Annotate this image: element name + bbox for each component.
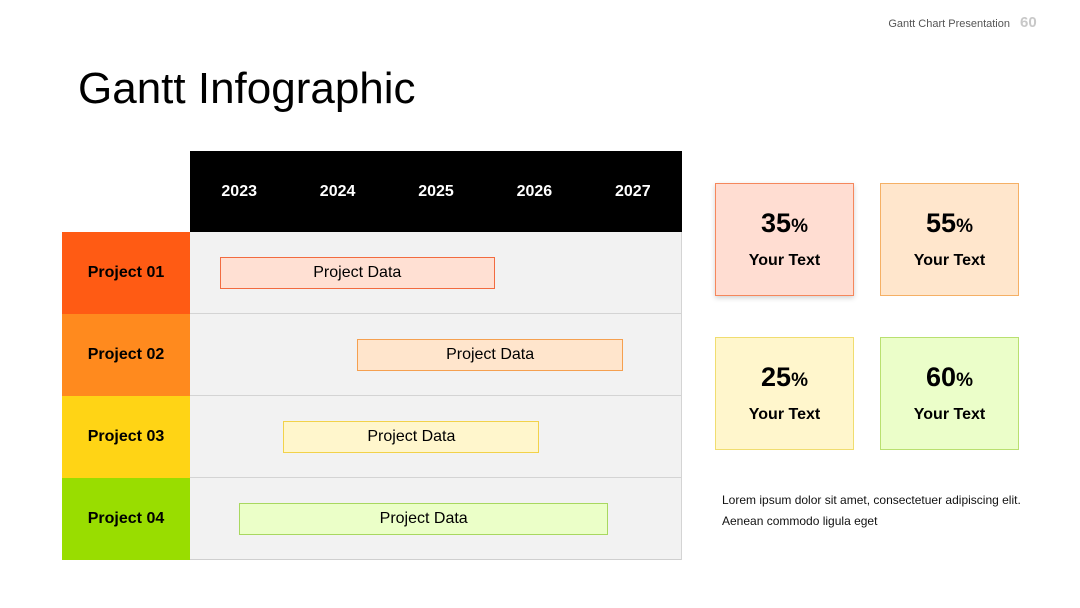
gantt-chart-body: Project Data Project Data Project Data Proj…	[190, 232, 682, 560]
year-label-2023: 2023	[221, 183, 257, 200]
stat-number: 60	[926, 362, 957, 392]
page-number: 60	[1020, 14, 1037, 31]
stat-unit: %	[791, 370, 808, 391]
stat-unit: %	[956, 216, 973, 237]
stat-value: 55%	[881, 208, 1018, 239]
gantt-bar-1: Project Data	[219, 257, 496, 289]
year-label-2024: 2024	[319, 183, 356, 200]
stat-label: Your Text	[913, 406, 986, 423]
stat-card-2: 55% Your Text	[880, 183, 1019, 296]
project-label-1: Project 01	[62, 232, 190, 314]
stat-unit: %	[791, 216, 808, 237]
stat-label: Your Text	[748, 406, 821, 423]
slide-title: Gantt Infographic	[78, 64, 416, 113]
project-label-3: Project 03	[62, 396, 190, 478]
stat-label: Your Text	[748, 252, 821, 269]
stat-value: 60%	[881, 362, 1018, 393]
gantt-bar-3: Project Data	[283, 421, 540, 453]
stat-card-3: 25% Your Text	[715, 337, 854, 450]
gantt-bar-4: Project Data	[239, 503, 609, 535]
gantt-bar-2: Project Data	[357, 339, 623, 371]
year-label-2026: 2026	[516, 183, 553, 200]
presentation-label: Gantt Chart Presentation	[888, 18, 1010, 30]
stat-card-4: 60% Your Text	[880, 337, 1019, 450]
stat-value: 25%	[716, 362, 853, 393]
stat-number: 25	[761, 362, 792, 392]
stat-number: 35	[761, 208, 792, 238]
year-label-2027: 2027	[615, 183, 651, 200]
stat-label: Your Text	[913, 252, 986, 269]
stat-number: 55	[926, 208, 957, 238]
gantt-timeline-header: 2023 2024 2025 2026 2027	[190, 151, 682, 232]
year-label-2025: 2025	[418, 183, 454, 200]
stat-card-1: 35% Your Text	[715, 183, 854, 296]
project-label-2: Project 02	[62, 314, 190, 396]
stat-value: 35%	[716, 208, 853, 239]
project-label-4: Project 04	[62, 478, 190, 560]
stat-unit: %	[956, 370, 973, 391]
description-text: Lorem ipsum dolor sit amet, consectetuer…	[722, 493, 1021, 528]
